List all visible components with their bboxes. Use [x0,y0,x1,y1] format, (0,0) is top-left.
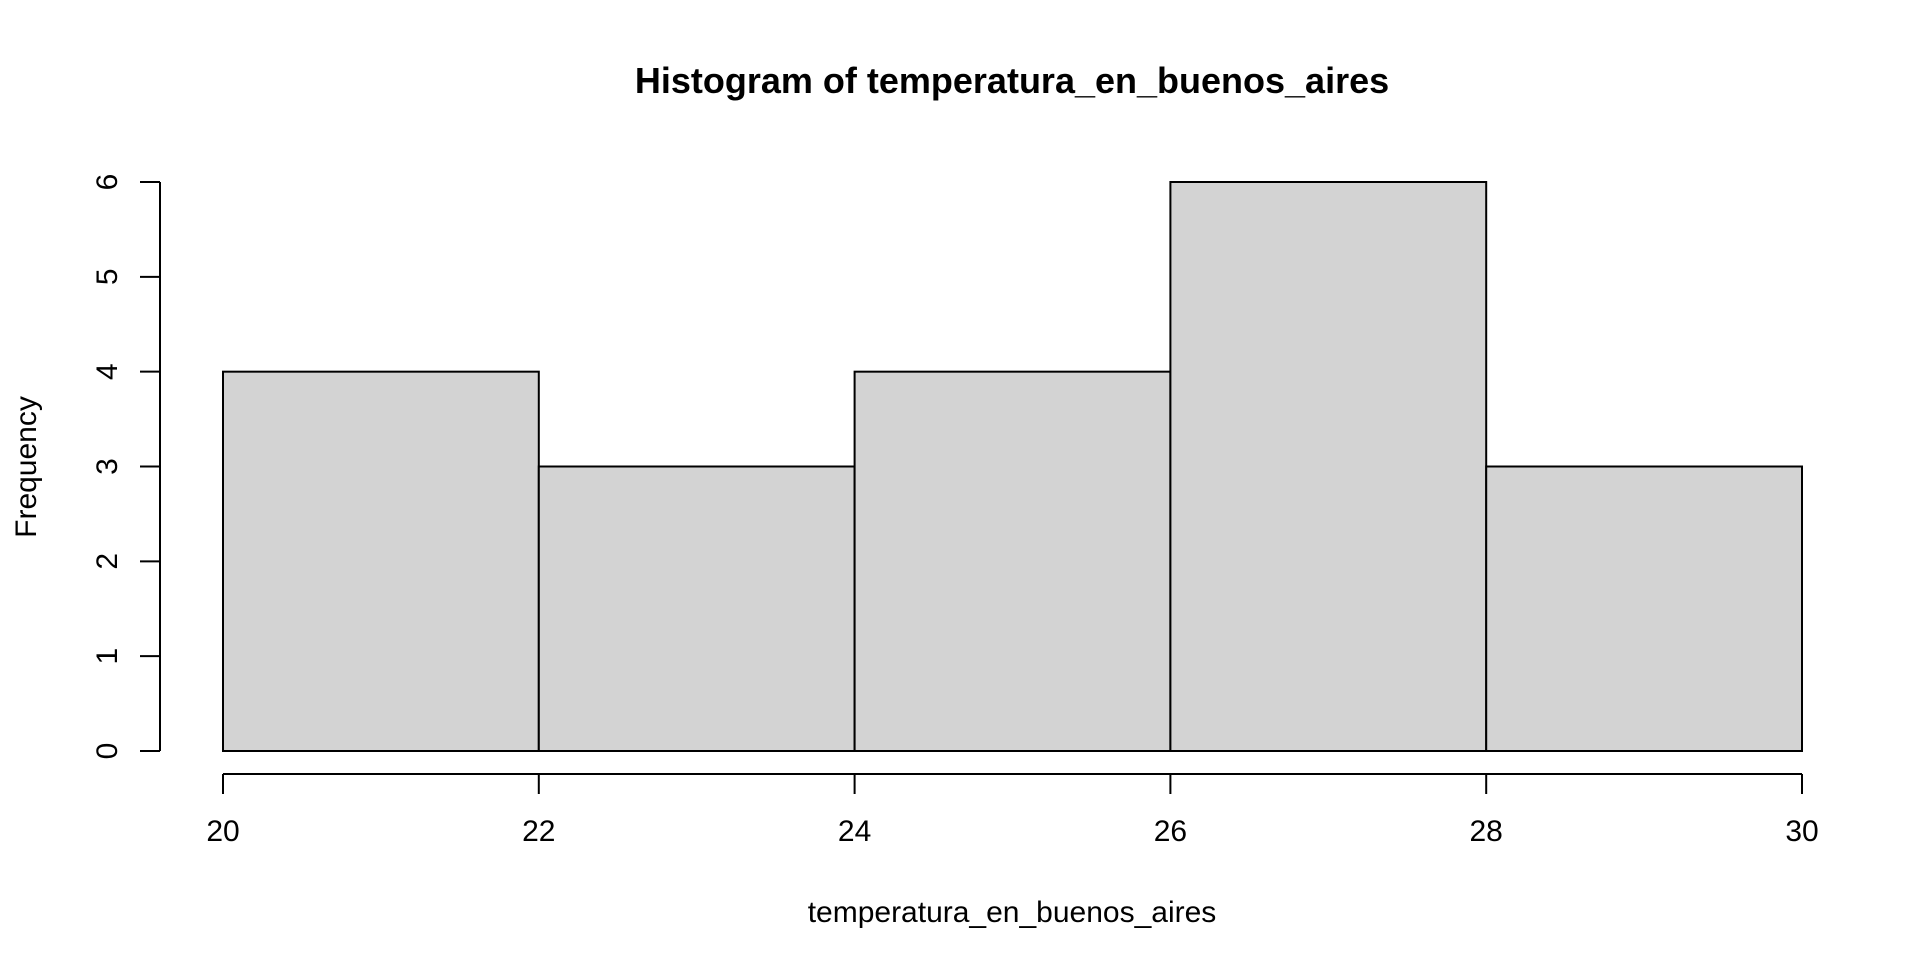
y-tick-label-4: 4 [91,363,124,380]
histogram-bar-5 [1485,465,1803,752]
y-tick-label-5: 5 [91,268,124,285]
y-tick-label-1: 1 [91,648,124,665]
x-axis-label: temperatura_en_buenos_aires [808,896,1217,929]
y-axis: 0 1 2 3 4 5 6 [91,174,161,760]
bars-group [222,181,1803,752]
histogram-bar-4 [1169,181,1488,752]
x-tick-label-20: 20 [206,815,239,848]
y-tick-label-3: 3 [91,458,124,475]
y-axis-label: Frequency [10,396,43,538]
x-tick-label-24: 24 [838,815,871,848]
x-tick-label-28: 28 [1470,815,1503,848]
x-axis: 20 22 24 26 28 30 [206,773,1819,848]
histogram-bar-3 [853,370,1172,752]
x-tick-label-30: 30 [1785,815,1818,848]
x-tick-label-26: 26 [1154,815,1187,848]
histogram-bar-2 [537,465,856,752]
y-tick-label-6: 6 [91,174,124,191]
chart-title: Histogram of temperatura_en_buenos_aires [635,60,1389,101]
x-tick-label-22: 22 [522,815,555,848]
y-tick-label-0: 0 [91,743,124,760]
y-tick-label-2: 2 [91,553,124,570]
histogram-bar-1 [222,370,540,752]
